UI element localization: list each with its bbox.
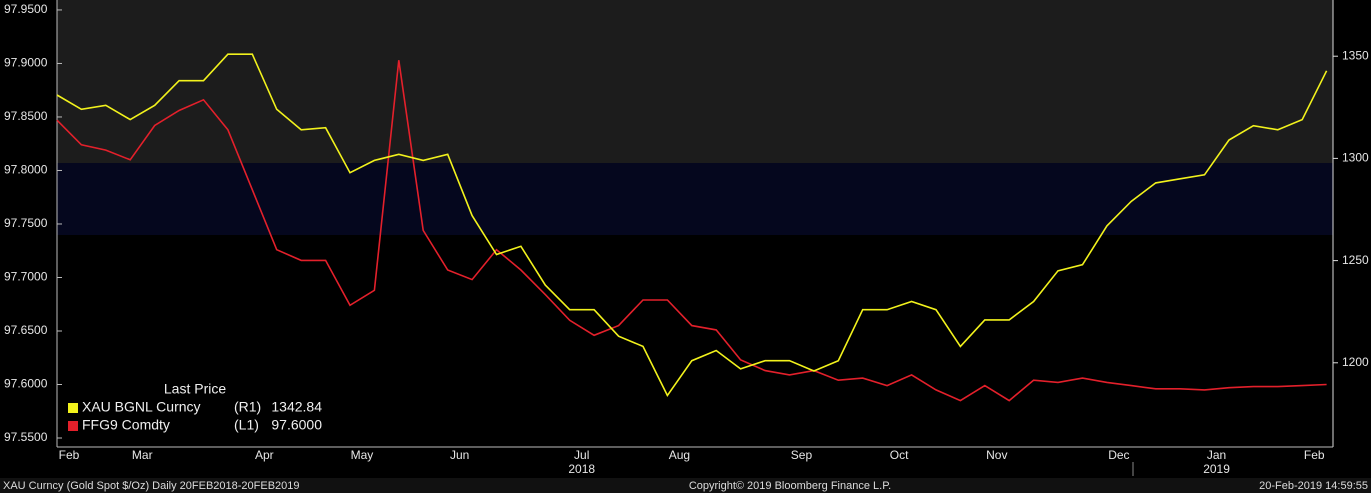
x-tick-label: Apr [255, 448, 274, 462]
upper-band [57, 0, 1333, 163]
footer-right: 20-Feb-2019 14:59:55 [1259, 480, 1368, 492]
x-tick-label: Aug [669, 448, 690, 462]
y-tick-label: 97.9000 [4, 56, 48, 70]
x-tick-label: Nov [986, 448, 1007, 462]
y2-tick-label: 1200 [1342, 355, 1369, 369]
x-tick-label: Oct [890, 448, 909, 462]
x-tick-label: Mar [132, 448, 153, 462]
x-tick-label: Jul [574, 448, 589, 462]
legend-title: Last Price [164, 381, 226, 397]
y2-tick-label: 1350 [1342, 48, 1369, 62]
y-tick-label: 97.6500 [4, 323, 48, 337]
y-tick-label: 97.8500 [4, 109, 48, 123]
series-line [56, 60, 1327, 402]
legend-name: XAU BGNL Curncy [82, 399, 201, 415]
legend-axis: (R1) [234, 399, 261, 415]
y-tick-label: 97.9500 [4, 2, 48, 16]
footer-left: XAU Curncy (Gold Spot $/Oz) Daily 20FEB2… [3, 480, 300, 492]
x-tick-label: Sep [791, 448, 813, 462]
x-tick-label: Jan [1207, 448, 1226, 462]
x-tick-label: Feb [1304, 448, 1325, 462]
x-tick-label: Dec [1108, 448, 1129, 462]
x-tick-label: Jun [450, 448, 469, 462]
y-tick-label: 97.7500 [4, 216, 48, 230]
footer-bar [0, 478, 1371, 493]
x-tick-label: May [351, 448, 374, 462]
series-line [56, 53, 1328, 398]
year-label: 2019 [1203, 462, 1230, 476]
year-label: 2018 [568, 462, 595, 476]
y-tick-label: 97.8000 [4, 163, 48, 177]
legend-value: 97.6000 [271, 417, 322, 433]
middle-band [57, 163, 1333, 235]
footer-center: Copyright© 2019 Bloomberg Finance L.P. [689, 480, 891, 492]
y-tick-label: 97.6000 [4, 377, 48, 391]
legend-swatch [68, 403, 78, 413]
y-tick-label: 97.7000 [4, 270, 48, 284]
x-tick-label: Feb [59, 448, 80, 462]
legend-axis: (L1) [234, 417, 259, 433]
y2-tick-label: 1250 [1342, 253, 1369, 267]
legend-swatch [68, 421, 78, 431]
y2-tick-label: 1300 [1342, 151, 1369, 165]
legend-value: 1342.84 [271, 399, 322, 415]
legend-name: FFG9 Comdty [82, 417, 170, 433]
y-tick-label: 97.5500 [4, 430, 48, 444]
